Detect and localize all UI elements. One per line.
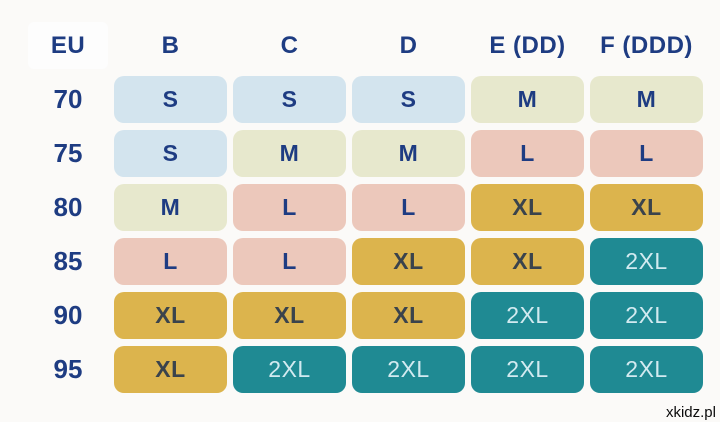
eu-row-label: 90 (53, 300, 83, 330)
size-cell: S (352, 76, 465, 123)
eu-row-label: 85 (53, 246, 83, 276)
size-cell: XL (471, 238, 584, 285)
size-cell: XL (471, 184, 584, 231)
size-cell: 2XL (352, 346, 465, 393)
eu-row-label: 95 (53, 354, 83, 384)
watermark: xkidz.pl (665, 404, 716, 421)
size-cell: M (114, 184, 227, 231)
cup-column-header: E (DD) (489, 31, 566, 59)
size-table: EU B C D E (DD) F (DDD) 70 S S S M M 75 S M M L L 80 M L L XL X… (28, 22, 703, 393)
size-cell: S (114, 76, 227, 123)
size-cell: XL (114, 346, 227, 393)
size-cell: L (114, 238, 227, 285)
size-cell: 2XL (590, 346, 703, 393)
size-cell: XL (590, 184, 703, 231)
size-cell: M (233, 130, 346, 177)
size-cell: S (233, 76, 346, 123)
size-cell: M (352, 130, 465, 177)
cup-column-header: C (280, 31, 299, 59)
eu-column-header: EU (28, 22, 108, 69)
size-cell: 2XL (590, 292, 703, 339)
size-cell: L (471, 130, 584, 177)
size-cell: L (233, 238, 346, 285)
size-cell: XL (352, 238, 465, 285)
size-cell: XL (114, 292, 227, 339)
cup-column-header: B (161, 31, 180, 59)
eu-row-label: 75 (53, 138, 83, 168)
size-cell: XL (352, 292, 465, 339)
size-cell: L (590, 130, 703, 177)
size-cell: M (471, 76, 584, 123)
size-cell: 2XL (590, 238, 703, 285)
size-cell: 2XL (471, 292, 584, 339)
cup-column-header: D (399, 31, 418, 59)
eu-row-label: 70 (53, 84, 83, 114)
size-cell: L (352, 184, 465, 231)
size-cell: 2XL (233, 346, 346, 393)
size-cell: 2XL (471, 346, 584, 393)
size-cell: M (590, 76, 703, 123)
eu-row-label: 80 (53, 192, 83, 222)
size-cell: S (114, 130, 227, 177)
size-cell: L (233, 184, 346, 231)
cup-column-header: F (DDD) (600, 31, 693, 59)
size-cell: XL (233, 292, 346, 339)
